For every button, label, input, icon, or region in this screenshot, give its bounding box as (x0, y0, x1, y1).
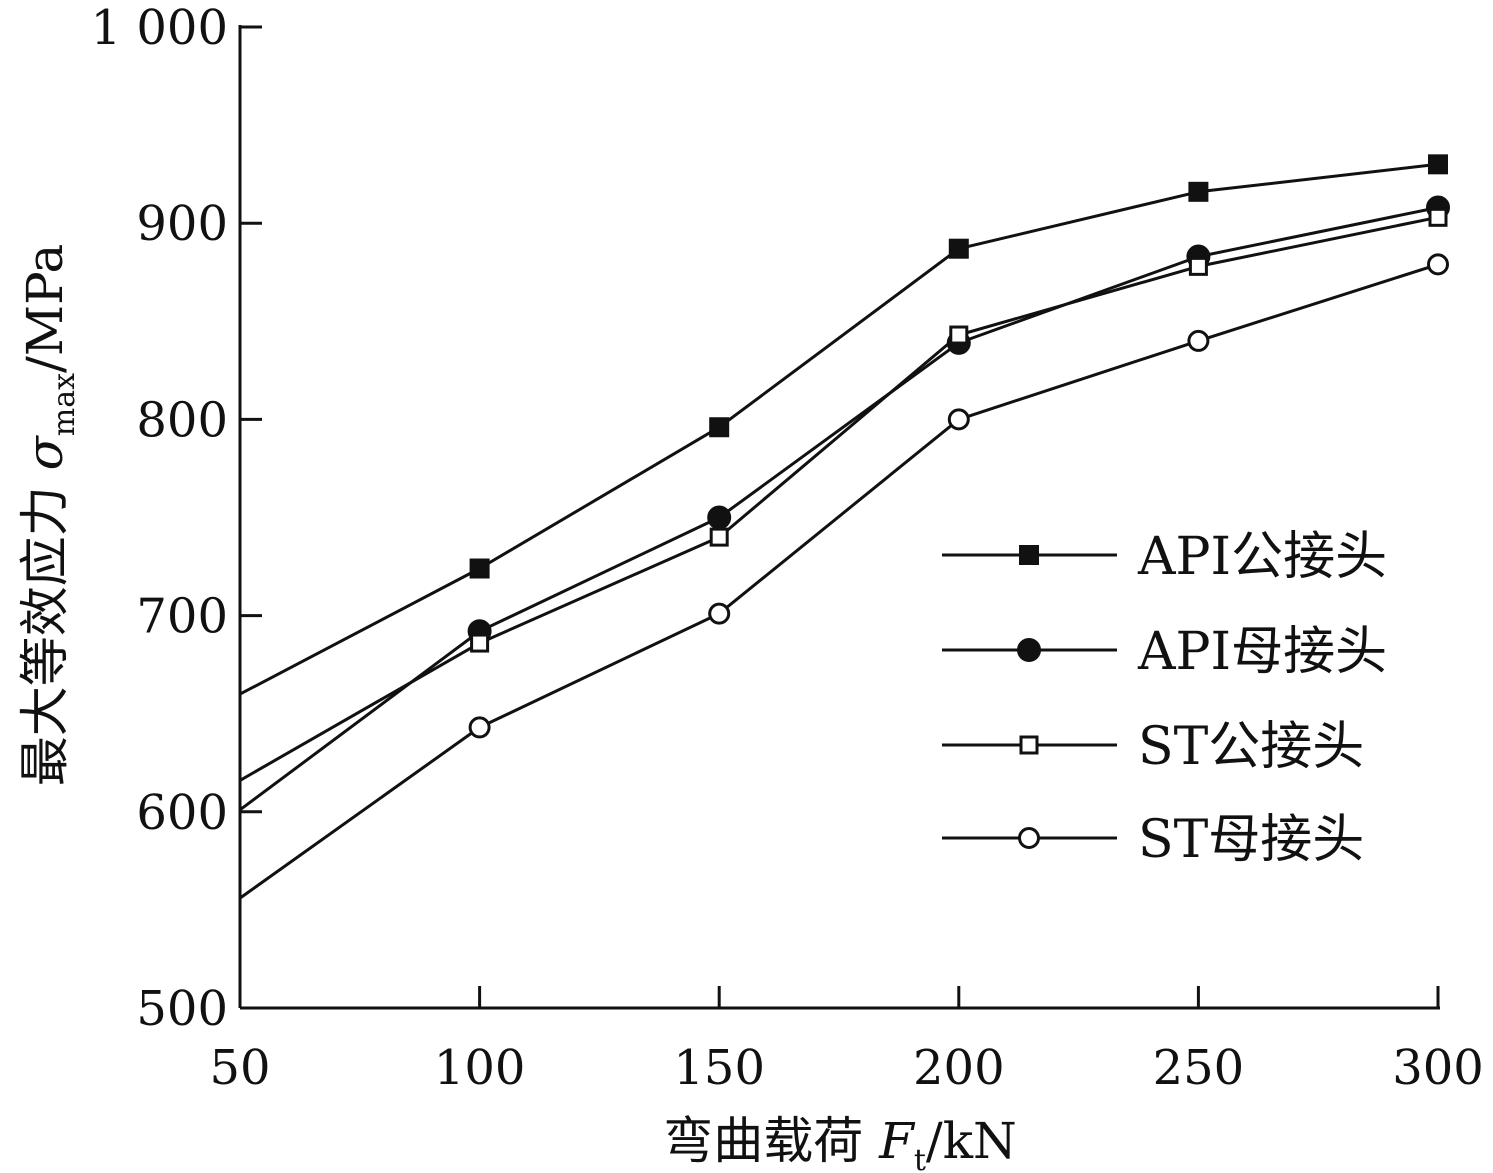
y-axis-title-subscript: max (47, 373, 82, 436)
y-tick-label: 800 (136, 392, 228, 448)
x-axis-title-symbol: F (878, 1112, 916, 1170)
data-point-st-male (470, 633, 490, 653)
y-tick-label: 700 (136, 589, 228, 645)
y-axis-title-main: 最大等效应力 (16, 470, 74, 786)
legend-marker-st-male (1019, 735, 1039, 755)
data-point-api-male (1428, 154, 1448, 175)
data-point-st-female (468, 716, 491, 739)
x-axis-title-subscript: t (914, 1143, 926, 1173)
y-axis-title-symbol: σ (16, 434, 74, 470)
data-point-api-male (709, 417, 730, 438)
y-tick-label: 500 (136, 981, 228, 1037)
x-tick-label: 250 (1153, 1040, 1245, 1096)
x-tick-label: 50 (209, 1040, 270, 1096)
data-point-st-female (1427, 253, 1449, 276)
data-point-api-female (707, 505, 732, 530)
y-tick-label: 1 000 (91, 0, 228, 56)
legend-marker-api-male (1019, 545, 1039, 565)
legend-marker-st-female (1018, 827, 1040, 849)
data-point-st-female (1187, 329, 1210, 352)
legend-label-st-male: ST公接头 (1138, 717, 1364, 777)
x-tick-label: 200 (913, 1040, 1005, 1096)
x-axis-title-unit: /kN (926, 1112, 1017, 1170)
y-axis-title: 最大等效应力 σmax/MPa (16, 244, 82, 787)
data-point-api-male (1188, 181, 1209, 202)
legend-label-api-male: API公接头 (1137, 527, 1387, 587)
data-point-st-male (949, 325, 969, 345)
data-point-st-male (1428, 207, 1448, 227)
data-point-api-male (948, 238, 969, 259)
legend-marker-api-female (1017, 638, 1041, 662)
data-point-st-female (708, 602, 731, 625)
y-axis-title-unit: /MPa (16, 244, 74, 373)
series-line-api-female (239, 206, 1439, 812)
x-tick-label: 300 (1392, 1040, 1484, 1096)
axes: 500 600 700 800 900 1 000 50 100 150 200 250 300 (91, 0, 1484, 1096)
legend-label-st-female: ST母接头 (1138, 810, 1364, 870)
data-point-api-male (469, 558, 490, 579)
legend: API公接头 API母接头 ST公接头 ST母接头 (942, 527, 1387, 870)
data-point-st-female (947, 408, 970, 431)
series-line-st-female (239, 262, 1439, 900)
x-axis-title-main: 弯曲载荷 (663, 1112, 879, 1170)
y-tick-label: 600 (136, 785, 228, 841)
data-point-st-male (709, 527, 729, 547)
x-tick-label: 150 (673, 1040, 765, 1096)
series-line-api-male (239, 162, 1439, 696)
x-tick-label: 100 (434, 1040, 526, 1096)
series-line-st-male (239, 215, 1439, 782)
y-tick-label: 900 (136, 196, 228, 252)
legend-label-api-female: API母接头 (1137, 622, 1387, 682)
series-layer (239, 154, 1450, 900)
data-point-st-male (1188, 256, 1208, 276)
x-axis-title: 弯曲载荷 Ft/kN (663, 1112, 1017, 1173)
